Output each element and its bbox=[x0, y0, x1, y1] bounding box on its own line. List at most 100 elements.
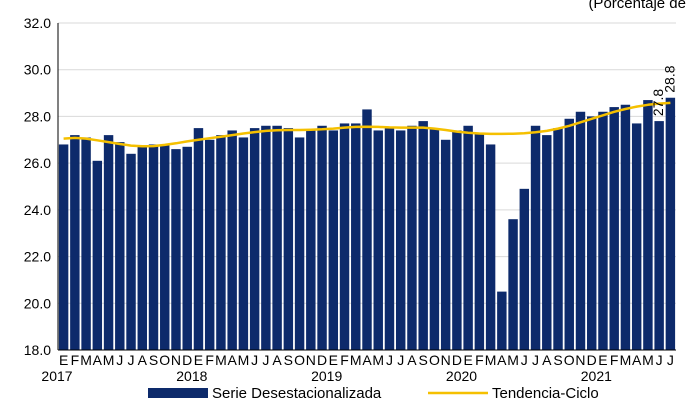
x-tick-label: E bbox=[194, 352, 203, 368]
x-tick-label: M bbox=[507, 352, 519, 368]
bar bbox=[497, 291, 507, 350]
legend-label-trend: Tendencia-Ciclo bbox=[492, 385, 599, 402]
bar bbox=[204, 139, 215, 350]
year-label: 2019 bbox=[311, 368, 342, 384]
x-tick-label: M bbox=[80, 352, 92, 368]
bar bbox=[58, 144, 69, 350]
bar bbox=[339, 123, 350, 350]
bar bbox=[92, 160, 103, 350]
bar bbox=[598, 111, 608, 350]
bar bbox=[103, 135, 114, 350]
bar bbox=[160, 144, 170, 350]
bar bbox=[148, 144, 159, 350]
axes: 18.020.022.024.026.028.030.032.0E F M A M J J A… bbox=[24, 15, 676, 384]
bar bbox=[115, 142, 125, 350]
x-tick-label: A bbox=[272, 352, 282, 368]
bar bbox=[429, 128, 440, 350]
bar bbox=[643, 100, 653, 350]
x-tick-label: E bbox=[463, 352, 472, 368]
x-tick-label: F bbox=[340, 352, 349, 368]
bar bbox=[620, 104, 631, 350]
x-tick-label: O bbox=[564, 352, 575, 368]
bar bbox=[542, 135, 552, 350]
x-tick-label: J bbox=[656, 352, 663, 368]
x-tick-label: J bbox=[397, 352, 404, 368]
bar bbox=[137, 146, 147, 350]
bar bbox=[261, 125, 271, 351]
x-tick-label: E bbox=[59, 352, 68, 368]
bar bbox=[665, 97, 676, 350]
bar bbox=[238, 137, 249, 350]
x-tick-label: M bbox=[215, 352, 227, 368]
x-tick-label: F bbox=[205, 352, 214, 368]
x-tick-label: E bbox=[598, 352, 607, 368]
bar bbox=[530, 125, 541, 351]
data-labels: 27.828.8 bbox=[650, 65, 677, 116]
x-tick-label: O bbox=[159, 352, 170, 368]
y-tick-label: 18.0 bbox=[24, 342, 51, 358]
bar bbox=[227, 130, 237, 350]
x-tick-label: A bbox=[632, 352, 642, 368]
x-tick-label: N bbox=[306, 352, 316, 368]
bar bbox=[81, 137, 91, 350]
x-tick-label: A bbox=[138, 352, 148, 368]
x-tick-label: A bbox=[542, 352, 552, 368]
x-tick-label: A bbox=[407, 352, 417, 368]
x-tick-label: J bbox=[262, 352, 269, 368]
bar bbox=[351, 123, 361, 350]
year-label: 2021 bbox=[581, 368, 612, 384]
x-tick-label: D bbox=[317, 352, 327, 368]
year-label: 2017 bbox=[41, 368, 72, 384]
data-label: 27.8 bbox=[650, 89, 666, 116]
x-tick-label: A bbox=[227, 352, 237, 368]
bar bbox=[553, 128, 563, 350]
x-tick-label: S bbox=[553, 352, 562, 368]
x-tick-label: J bbox=[128, 352, 135, 368]
bar bbox=[272, 125, 282, 351]
y-tick-label: 20.0 bbox=[24, 295, 51, 311]
bar bbox=[474, 132, 485, 350]
trend-series bbox=[63, 101, 671, 148]
x-tick-label: J bbox=[386, 352, 393, 368]
bar bbox=[216, 135, 226, 350]
x-tick-label: D bbox=[587, 352, 597, 368]
x-tick-label: M bbox=[350, 352, 362, 368]
bar bbox=[328, 130, 339, 350]
x-tick-label: A bbox=[497, 352, 507, 368]
bar bbox=[463, 125, 473, 351]
y-tick-label: 30.0 bbox=[24, 62, 51, 78]
bar bbox=[193, 128, 204, 350]
x-tick-label: A bbox=[93, 352, 103, 368]
x-tick-label: M bbox=[620, 352, 632, 368]
bar bbox=[418, 121, 428, 350]
x-tick-label: M bbox=[485, 352, 497, 368]
data-label: 28.8 bbox=[661, 65, 677, 92]
bar bbox=[452, 130, 462, 350]
legend: Serie Desestacionalizada Tendencia-Ciclo bbox=[148, 385, 599, 402]
bar bbox=[631, 123, 642, 350]
trend-line bbox=[63, 101, 671, 148]
bar bbox=[508, 219, 518, 350]
bar bbox=[70, 135, 80, 350]
bar bbox=[575, 111, 586, 350]
bar bbox=[182, 146, 192, 350]
x-tick-label: J bbox=[116, 352, 123, 368]
x-tick-label: F bbox=[475, 352, 484, 368]
x-tick-label: M bbox=[103, 352, 115, 368]
chart-header-fragment: (Porcentaje de bbox=[588, 0, 686, 12]
bar-series bbox=[58, 97, 676, 351]
bar bbox=[564, 118, 574, 350]
y-tick-label: 32.0 bbox=[24, 15, 51, 31]
legend-label-bars: Serie Desestacionalizada bbox=[212, 385, 382, 402]
bar bbox=[171, 149, 181, 350]
y-tick-label: 22.0 bbox=[24, 249, 51, 265]
x-tick-label: S bbox=[149, 352, 158, 368]
bar bbox=[485, 144, 496, 350]
x-tick-label: M bbox=[642, 352, 654, 368]
bar bbox=[654, 121, 664, 350]
bar bbox=[407, 125, 417, 351]
x-tick-label: O bbox=[294, 352, 305, 368]
bar bbox=[283, 128, 294, 350]
x-tick-label: N bbox=[171, 352, 181, 368]
